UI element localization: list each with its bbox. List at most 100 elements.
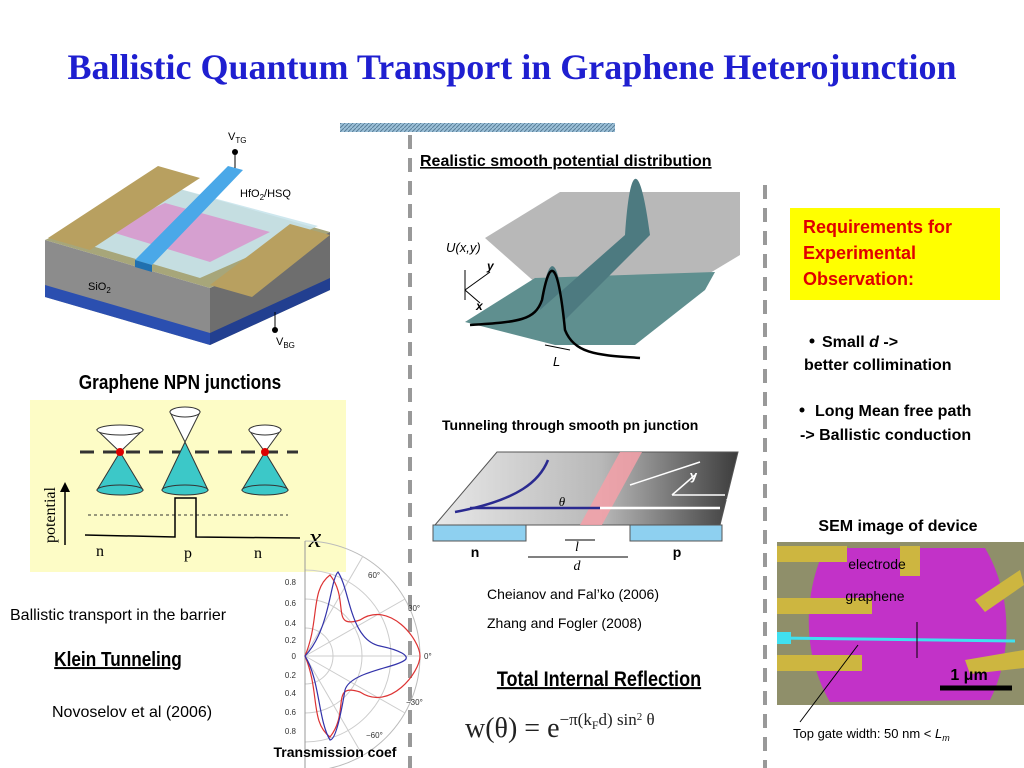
graphene-label: graphene (845, 588, 904, 604)
electrode (777, 546, 847, 562)
dielectric-label: HfO2/HSQ (240, 188, 291, 202)
label-sub: TG (235, 136, 246, 145)
text-part: m (942, 733, 950, 743)
electrode-label: electrode (848, 556, 906, 572)
d-label: d (574, 559, 582, 574)
label-sub: 2 (106, 286, 111, 295)
l-label: l (575, 540, 579, 555)
face (210, 232, 330, 345)
formula: w(θ) = e−π(kFd) sin2 θ (465, 710, 655, 744)
callout-line: Experimental (803, 243, 916, 263)
y-label: y (486, 259, 495, 273)
formula-part: 2 (637, 711, 643, 723)
top-gate (135, 260, 152, 272)
radial-label: 0 (292, 652, 297, 661)
npn-diagram: potential n p n x (30, 400, 346, 572)
n-label: n (471, 544, 480, 560)
electrode (965, 650, 1024, 674)
radial-label: 0.4 (285, 689, 297, 698)
face (45, 240, 210, 345)
citation: Zhang and Fogler (2008) (487, 615, 642, 631)
text-part: L (935, 726, 942, 741)
radial-label: 0.4 (285, 619, 297, 628)
grid-spoke (304, 598, 406, 657)
cone (241, 484, 289, 496)
back-gate-layer (45, 285, 210, 345)
ridge (540, 178, 650, 320)
sem-image: electrode graphene 1 μm (776, 542, 1024, 705)
label-rest: /HSQ (264, 188, 291, 200)
potential-profile (84, 497, 301, 539)
dirac-point (261, 448, 269, 456)
bullet (799, 407, 805, 413)
region-label: n (254, 545, 262, 562)
arrow (60, 482, 70, 492)
heading: SEM image of device (818, 518, 977, 535)
callout (790, 208, 1000, 300)
graphene-region (105, 203, 270, 262)
text-part: d (869, 334, 880, 351)
substrate-label: SiO2 (88, 281, 111, 295)
text-part: Small (822, 334, 869, 351)
text-part: -> (879, 334, 898, 351)
terminal (232, 149, 238, 155)
width-label: L (553, 354, 560, 369)
callout-line: Observation: (803, 269, 914, 289)
citation: Cheianov and Fal’ko (2006) (487, 586, 659, 602)
angle-label: θ (559, 494, 566, 509)
dirac-point (116, 448, 124, 456)
x-label: x (726, 494, 734, 509)
polar-plot: 0.8 0.6 0.4 0.2 0 0.2 0.4 0.6 0.8 60° 30… (285, 540, 432, 768)
angle-label: 0° (424, 652, 432, 661)
axis-label: potential (42, 486, 59, 543)
bullet (809, 338, 815, 344)
grid-spoke (304, 655, 364, 757)
label-main: HfO (240, 188, 260, 200)
back-gate-layer (210, 278, 330, 345)
label-sub: 2 (260, 193, 265, 202)
cone (161, 484, 209, 496)
angle-label: 30° (408, 604, 420, 613)
cone (96, 484, 144, 496)
radial-label: 0.8 (285, 727, 297, 736)
p-label: p (673, 544, 682, 560)
bullets: Small d -> better collimination Long Mea… (799, 334, 971, 444)
profile (469, 269, 641, 360)
text-part: Top gate width: 50 nm < (793, 726, 935, 741)
callout-line: Requirements for (803, 217, 952, 237)
top-gate (776, 636, 1016, 643)
label-main: V (228, 131, 236, 143)
bullet-text: -> Ballistic conduction (800, 427, 971, 444)
citation: Novoselov et al (2006) (52, 704, 212, 721)
heading: Klein Tunneling (54, 648, 182, 671)
pointer (799, 644, 859, 723)
heading: Total Internal Reflection (497, 668, 701, 692)
junction-figure: n p l d θ y x (432, 451, 739, 574)
axis (464, 289, 481, 304)
electrode (777, 655, 862, 671)
electrode (777, 598, 872, 614)
formula-part: θ (642, 710, 654, 729)
grid-spoke (304, 655, 406, 714)
z-label: U(x,y) (446, 240, 481, 255)
top-gate (135, 166, 243, 265)
trajectory (629, 461, 701, 486)
top-gate-label: VTG (228, 131, 246, 145)
formula-part: F (592, 718, 599, 732)
back-gate-label: VBG (276, 336, 295, 350)
formula-part: w(θ) = e (465, 713, 560, 744)
cone (96, 424, 144, 436)
label-sub: BG (283, 341, 295, 350)
radial-label: 0.8 (285, 578, 297, 587)
grid-circle (304, 540, 421, 768)
note: Ballistic transport in the barrier (10, 607, 227, 624)
cone (248, 424, 282, 436)
radial-label: 0.2 (285, 636, 297, 645)
y-label: y (690, 468, 698, 483)
plot-caption: Transmission coef (274, 744, 397, 760)
radial-label: 0.6 (285, 599, 297, 608)
transmission-curve (304, 574, 421, 738)
scale-label: 1 μm (950, 667, 987, 684)
region-label: p (184, 545, 192, 562)
